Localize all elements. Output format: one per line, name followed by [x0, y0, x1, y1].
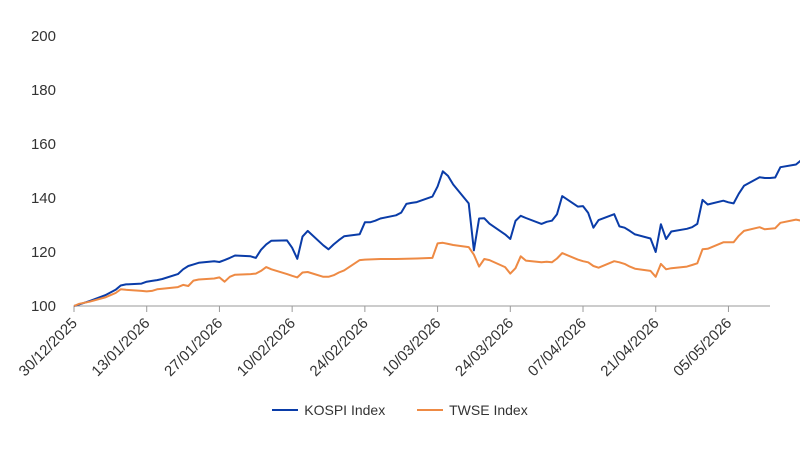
x-tick-label: 10/03/2026: [379, 315, 444, 380]
series-line-kospi: [73, 159, 800, 307]
y-axis: 100 120 140 160 180 200: [31, 28, 56, 315]
y-tick-label: 160: [31, 136, 56, 153]
y-tick-label: 100: [31, 298, 56, 315]
legend-item-twse[interactable]: TWSE Index: [417, 402, 528, 418]
y-tick-label: 200: [31, 28, 56, 45]
x-tick-label: 07/04/2026: [525, 315, 590, 380]
x-tick-label: 30/12/2025: [16, 315, 81, 380]
x-tick-label: 10/02/2026: [234, 315, 299, 380]
x-tick-label: 21/04/2026: [597, 315, 662, 380]
legend-item-kospi[interactable]: KOSPI Index: [272, 402, 385, 418]
y-tick-label: 180: [31, 82, 56, 99]
x-tick-label: 13/01/2026: [88, 315, 153, 380]
x-tick-label: 24/03/2026: [452, 315, 517, 380]
x-tick-label: 27/01/2026: [161, 315, 226, 380]
legend-swatch-twse: [417, 409, 444, 411]
legend: KOSPI Index TWSE Index: [0, 398, 800, 418]
legend-label-kospi: KOSPI Index: [304, 402, 386, 418]
legend-label-twse: TWSE Index: [449, 402, 528, 418]
series-layer: [73, 159, 800, 307]
x-axis: 30/12/2025 13/01/2026 27/01/2026 10/02/2026…: [16, 305, 770, 380]
legend-swatch-kospi: [272, 409, 299, 411]
x-tick-label: 24/02/2026: [307, 315, 372, 380]
y-tick-label: 120: [31, 244, 56, 261]
x-tick-label: 05/05/2026: [670, 315, 735, 380]
y-tick-label: 140: [31, 190, 56, 207]
series-line-twse: [73, 218, 800, 307]
